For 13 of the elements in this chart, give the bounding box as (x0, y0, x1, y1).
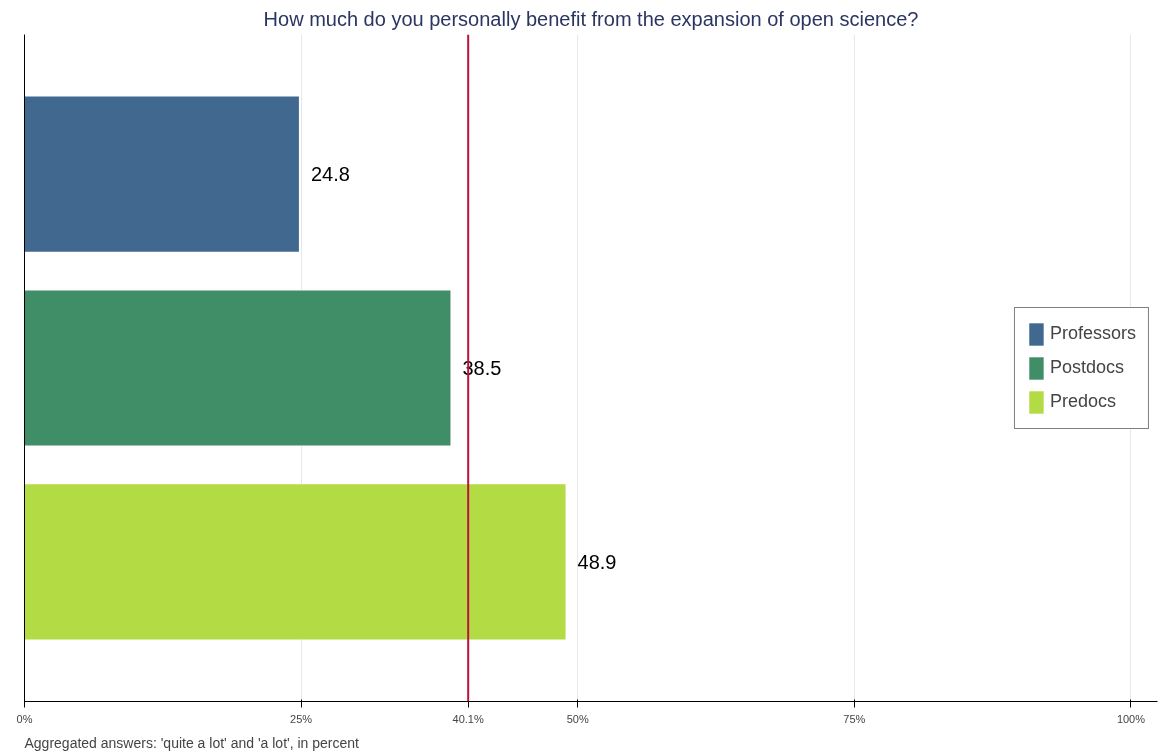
data-label: 24.8 (310, 163, 350, 186)
data-label: 48.9 (577, 550, 617, 573)
legend-label: Predocs (1049, 391, 1117, 412)
legend-label: Professors (1049, 323, 1136, 344)
x-tick-label: 50% (566, 712, 589, 725)
x-tick-label: 25% (290, 712, 313, 725)
x-tick-label: 40.1% (452, 712, 484, 725)
x-tick-label: 75% (843, 712, 866, 725)
text: Aggregated answers: 'quite a lot' and 'a lot', in percent (24, 734, 360, 751)
x-tick-label: 100% (1116, 712, 1146, 725)
legend-label: Postdocs (1049, 357, 1125, 378)
chart-title: How much do you personally benefit from the expansion of open science? (263, 7, 919, 30)
x-tick-label: 0% (16, 712, 33, 725)
